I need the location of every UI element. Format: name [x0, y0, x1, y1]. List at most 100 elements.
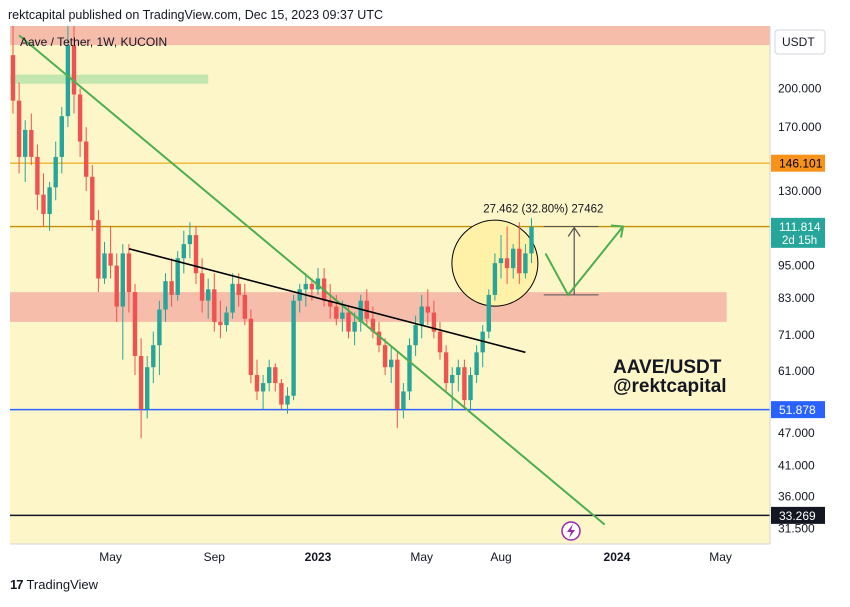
candle — [303, 283, 308, 290]
time-tick-label: May — [709, 550, 732, 564]
candle — [297, 289, 302, 301]
price-badge-countdown: 2d 15h — [782, 235, 817, 247]
price-badge-value: 111.814 — [779, 220, 821, 234]
price-tick-label: 130.000 — [778, 184, 822, 198]
candle — [90, 176, 95, 221]
candle — [279, 383, 284, 405]
candle — [492, 263, 498, 295]
candle — [120, 253, 125, 307]
candle — [437, 331, 443, 353]
candle — [260, 383, 266, 392]
candle — [248, 318, 254, 376]
candle — [486, 294, 491, 332]
currency-button[interactable]: USDT — [774, 29, 826, 55]
projection-arrow-head — [610, 224, 625, 238]
candle — [431, 312, 437, 332]
price-tick-label: 36.000 — [778, 490, 815, 504]
candle — [389, 359, 394, 368]
candle — [163, 281, 168, 310]
candle — [517, 248, 522, 274]
time-tick-label: 2023 — [305, 550, 332, 564]
candle — [29, 129, 34, 157]
symbol-title: Aave / Tether, 1W, KUCOIN — [20, 35, 167, 49]
candle — [468, 375, 473, 401]
price-tick-label: 95.000 — [778, 259, 815, 273]
candle — [23, 129, 28, 157]
price-badge-bg — [771, 154, 825, 172]
tradingview-logo-icon: 17 — [10, 577, 24, 592]
candle — [230, 283, 235, 313]
price-badge-33.269: 33.269 — [771, 506, 825, 524]
time-tick-label: Aug — [490, 550, 511, 564]
candle — [511, 248, 516, 269]
candle — [16, 100, 22, 157]
event-icon-bolt — [567, 524, 575, 538]
candle — [474, 352, 479, 376]
candle — [364, 300, 369, 319]
candle — [443, 352, 449, 384]
candle — [370, 318, 376, 332]
candle — [291, 300, 296, 396]
candle — [504, 258, 510, 269]
candle — [59, 116, 64, 157]
candle — [498, 258, 504, 264]
candle — [401, 391, 406, 410]
candle — [346, 312, 351, 332]
candle — [108, 253, 113, 266]
time-tick-label: May — [410, 550, 433, 564]
watermark-symbol: AAVE/USDT — [613, 357, 722, 378]
footer-brand: 17 TradingView — [10, 577, 98, 592]
projection-path — [544, 225, 624, 297]
candle — [199, 273, 205, 301]
candle — [65, 45, 71, 117]
candle — [206, 289, 211, 301]
candle — [145, 367, 150, 410]
candle — [41, 194, 46, 215]
price-tick-label: 71.000 — [778, 328, 815, 342]
candle — [358, 300, 363, 322]
measure-label: 27.462 (32.80%) 27462 — [483, 204, 603, 216]
price-tick-label: 31.500 — [778, 521, 815, 535]
candle — [77, 94, 83, 142]
candle — [242, 294, 247, 319]
candle — [114, 265, 119, 307]
plot-background — [10, 26, 770, 544]
candle — [425, 306, 430, 313]
candle — [309, 283, 315, 290]
candle — [175, 258, 180, 295]
candle — [236, 283, 241, 295]
candle — [169, 281, 174, 295]
price-badge-value: 51.878 — [779, 403, 816, 417]
price-axis-panel — [770, 26, 850, 544]
zone-green-support — [10, 74, 209, 84]
candle — [285, 395, 290, 405]
candle — [126, 253, 132, 293]
price-tick-label: 83.000 — [778, 291, 815, 305]
price-tick-label: 47.000 — [778, 426, 815, 440]
candle — [151, 345, 156, 368]
time-axis-panel — [10, 544, 770, 570]
price-tick-label: 41.000 — [778, 459, 815, 473]
candle — [352, 321, 357, 332]
candle — [71, 45, 77, 95]
candle — [138, 355, 144, 410]
candle — [187, 235, 193, 245]
currency-button-label: USDT — [782, 35, 815, 49]
candle — [224, 312, 229, 326]
candle — [10, 55, 16, 101]
time-tick-label: Sep — [204, 550, 226, 564]
candle — [132, 292, 138, 356]
price-badge-bg — [771, 217, 825, 248]
candle — [340, 312, 345, 319]
currency-button-frame — [774, 29, 826, 55]
measure-arrow-head — [567, 226, 581, 237]
price-badge-51.878: 51.878 — [771, 401, 825, 419]
candle — [47, 187, 52, 215]
watermark-author: @rektcapital — [613, 376, 727, 397]
candle — [456, 367, 461, 376]
price-tick-label: 170.000 — [778, 120, 822, 134]
candle — [212, 289, 217, 322]
